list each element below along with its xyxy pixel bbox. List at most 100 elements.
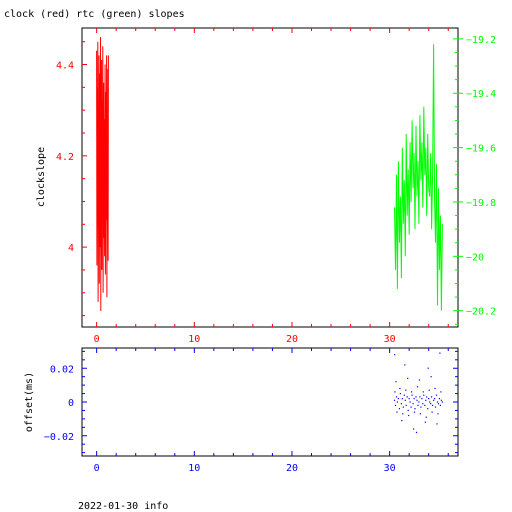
top-y-tick-label: 4 bbox=[68, 243, 74, 254]
offset-point bbox=[437, 403, 440, 405]
offset-point bbox=[434, 387, 436, 390]
bottom-y-tick-label: 0.02 bbox=[50, 364, 74, 375]
offset-point bbox=[431, 411, 433, 413]
offset-point bbox=[425, 399, 427, 401]
offset-point bbox=[418, 379, 420, 381]
top-y-axis-label: clockslope bbox=[36, 147, 47, 207]
offset-point bbox=[394, 404, 397, 406]
top-x-tick-label: 10 bbox=[188, 334, 200, 345]
bottom-x-tick-label: 10 bbox=[188, 463, 200, 474]
bottom-y-tick-label: 0 bbox=[68, 398, 74, 409]
offset-point bbox=[408, 414, 410, 417]
offset-point bbox=[422, 403, 424, 405]
clock-series-line bbox=[96, 37, 109, 312]
offset-point bbox=[413, 428, 415, 430]
offset-point bbox=[409, 401, 411, 403]
offset-point bbox=[410, 406, 412, 408]
offset-point bbox=[405, 389, 407, 391]
offset-point bbox=[395, 396, 398, 398]
offset-point bbox=[412, 403, 414, 405]
chart-title: clock (red) rtc (green) slopes bbox=[4, 9, 185, 20]
bottom-panel: 0 10 20 30 −0.02 0 0.02 offset(ms) bbox=[24, 347, 459, 474]
offset-point bbox=[427, 408, 429, 410]
top-x-tick-label: 30 bbox=[384, 334, 396, 345]
offset-point bbox=[400, 403, 402, 405]
offset-point bbox=[407, 377, 409, 379]
top-x-tick-label: 0 bbox=[94, 334, 100, 345]
bottom-series bbox=[393, 352, 443, 433]
offset-point bbox=[440, 399, 442, 401]
offset-point bbox=[398, 408, 400, 410]
bottom-x-tick-label: 30 bbox=[384, 463, 396, 474]
offset-point bbox=[436, 423, 438, 425]
top-y2-ticks: −20.2 −20 −19.8 −19.6 −19.4 −19.2 bbox=[453, 35, 496, 325]
offset-point bbox=[420, 406, 422, 408]
offset-point bbox=[430, 376, 432, 378]
offset-point bbox=[396, 411, 398, 413]
offset-point bbox=[399, 387, 401, 390]
bottom-plot-frame bbox=[81, 347, 459, 457]
offset-point bbox=[419, 396, 421, 398]
offset-point bbox=[418, 401, 420, 403]
top-y2-tick-label: −19.6 bbox=[466, 144, 496, 155]
offset-point bbox=[428, 389, 430, 391]
offset-point bbox=[429, 401, 431, 403]
top-y2-tick-label: −20.2 bbox=[466, 307, 496, 318]
rtc-series-line bbox=[394, 44, 443, 311]
offset-point bbox=[425, 416, 427, 418]
offset-point bbox=[401, 420, 403, 422]
top-y-tick-label: 4.2 bbox=[56, 152, 74, 163]
top-y2-tick-label: −19.4 bbox=[466, 89, 496, 100]
offset-point bbox=[393, 399, 396, 401]
offset-point bbox=[434, 406, 437, 408]
offset-point bbox=[403, 394, 405, 396]
offset-point bbox=[413, 411, 416, 413]
offset-point bbox=[434, 398, 436, 400]
offset-point bbox=[408, 398, 410, 400]
offset-point bbox=[437, 413, 439, 415]
bottom-y-tick-label: −0.02 bbox=[44, 432, 74, 443]
bottom-y-axis-label: offset(ms) bbox=[24, 372, 35, 432]
top-x-tick-label: 20 bbox=[286, 334, 298, 345]
offset-point bbox=[404, 399, 406, 401]
offset-point bbox=[413, 398, 415, 400]
offset-point bbox=[438, 398, 440, 400]
offset-point bbox=[396, 401, 398, 403]
offset-point bbox=[417, 404, 419, 406]
offset-point bbox=[428, 398, 430, 400]
top-x-ticks: 0 10 20 30 bbox=[94, 28, 449, 345]
offset-point bbox=[439, 404, 441, 406]
offset-point bbox=[431, 396, 433, 398]
offset-point bbox=[439, 352, 441, 354]
offset-point bbox=[436, 401, 439, 403]
offset-point bbox=[394, 354, 396, 356]
top-y2-tick-label: −19.2 bbox=[466, 35, 496, 46]
offset-point bbox=[404, 364, 406, 366]
offset-point bbox=[430, 403, 432, 405]
top-y-tick-label: 4.4 bbox=[56, 61, 74, 72]
top-plot-frame bbox=[81, 27, 459, 328]
top-series bbox=[96, 37, 443, 312]
top-y-ticks: 4 4.2 4.4 bbox=[56, 41, 87, 317]
offset-point bbox=[411, 394, 413, 396]
offset-point bbox=[421, 398, 423, 400]
offset-point bbox=[394, 391, 396, 393]
offset-point bbox=[415, 431, 418, 433]
offset-point bbox=[423, 394, 425, 396]
offset-point bbox=[402, 406, 404, 408]
offset-point bbox=[433, 399, 435, 401]
offset-point bbox=[399, 393, 401, 395]
offset-point bbox=[424, 421, 426, 423]
offset-point bbox=[395, 381, 397, 383]
top-y2-tick-label: −20 bbox=[466, 252, 484, 263]
offset-point bbox=[426, 396, 428, 398]
offset-point bbox=[432, 404, 434, 406]
offset-point bbox=[397, 398, 399, 400]
top-panel: 0 10 20 30 44.24.4 −20.2−20−19.8−19.6−19.4−… bbox=[36, 27, 496, 345]
offset-point bbox=[435, 394, 438, 396]
offset-point bbox=[416, 386, 419, 388]
offset-point bbox=[406, 396, 408, 398]
bottom-x-tick-label: 0 bbox=[94, 463, 100, 474]
bottom-x-tick-label: 20 bbox=[286, 463, 298, 474]
